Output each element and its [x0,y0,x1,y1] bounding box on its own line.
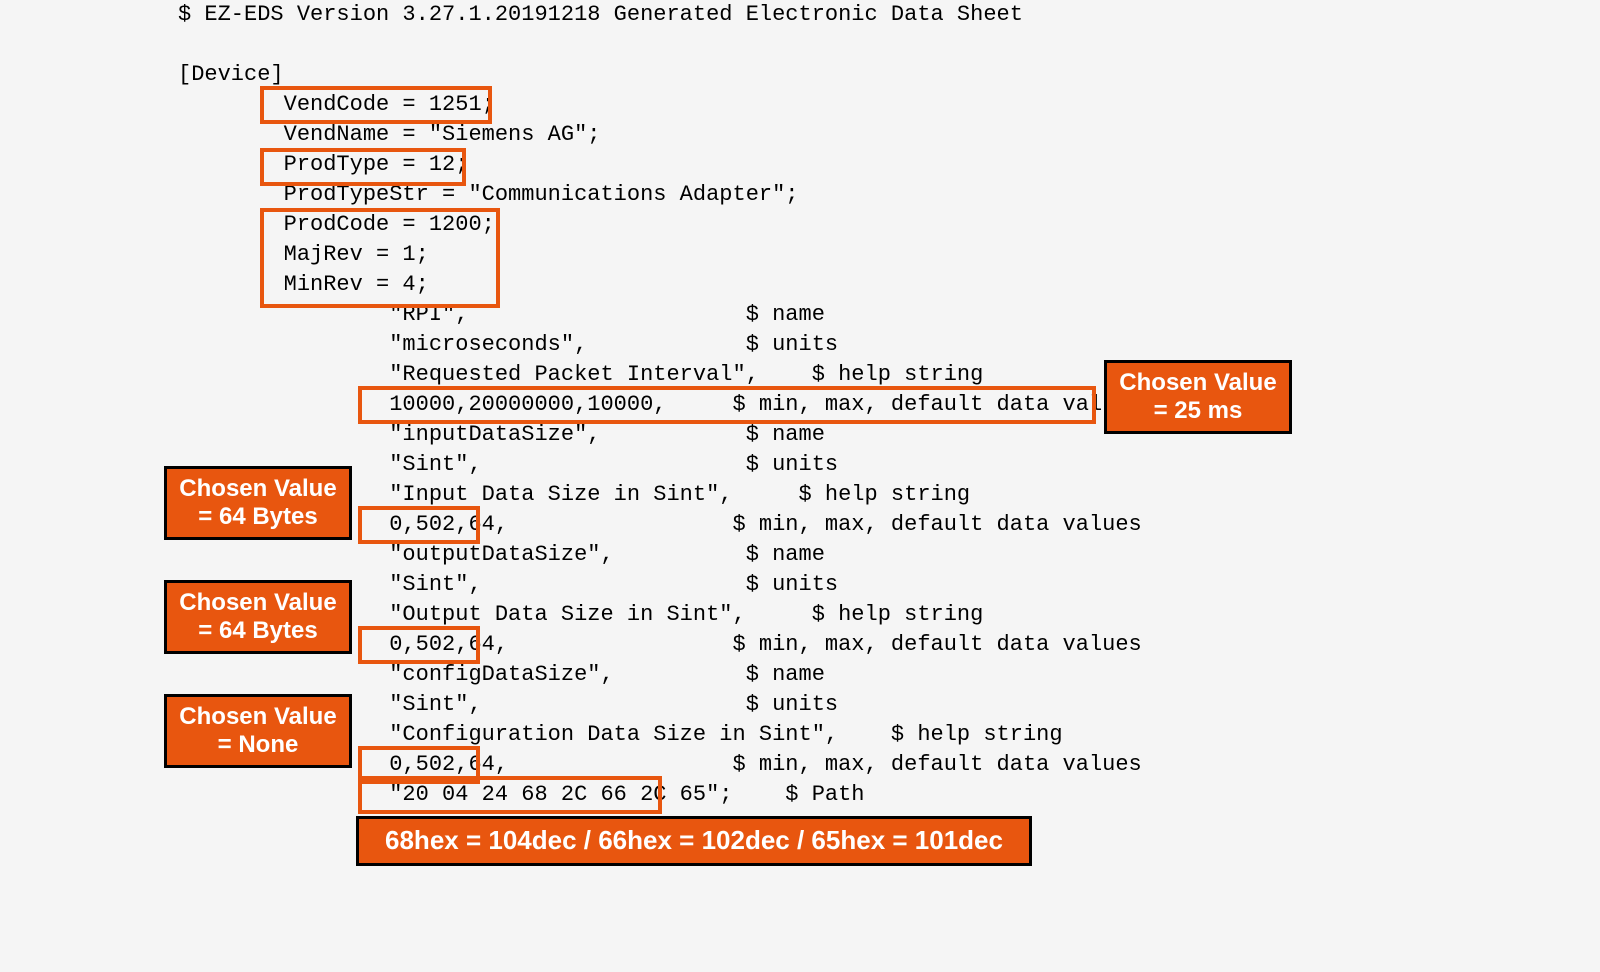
code-line-04: VendCode = 1251; [178,90,495,120]
page-root: $ EZ-EDS Version 3.27.1.20191218 Generat… [0,0,1600,972]
code-line-13: "Requested Packet Interval", $ help stri… [178,360,983,390]
code-line-15: "inputDataSize", $ name [178,420,825,450]
code-line-09: MajRev = 1; [178,240,429,270]
callout-hexdec: 68hex = 104dec / 66hex = 102dec / 65hex … [356,816,1032,866]
callout-input-line1: Chosen Value [179,475,336,503]
code-line-23: "configDataSize", $ name [178,660,825,690]
callout-input: Chosen Value = 64 Bytes [164,466,352,540]
code-line-27: "20 04 24 68 2C 66 2C 65"; $ Path [178,780,865,810]
code-line-08: ProdCode = 1200; [178,210,495,240]
code-line-11: "RPI", $ name [178,300,825,330]
code-line-07: ProdTypeStr = "Communications Adapter"; [178,180,799,210]
code-line-12: "microseconds", $ units [178,330,838,360]
callout-rpi-line1: Chosen Value [1119,369,1276,397]
callout-input-line2: = 64 Bytes [198,503,317,531]
code-line-01: $ EZ-EDS Version 3.27.1.20191218 Generat… [178,0,1023,30]
callout-config-line1: Chosen Value [179,703,336,731]
callout-hexdec-text: 68hex = 104dec / 66hex = 102dec / 65hex … [385,826,1003,856]
code-line-14: 10000,20000000,10000, $ min, max, defaul… [178,390,1142,420]
code-line-19: "outputDataSize", $ name [178,540,825,570]
callout-output: Chosen Value = 64 Bytes [164,580,352,654]
code-line-03: [Device] [178,60,284,90]
callout-config: Chosen Value = None [164,694,352,768]
code-line-06: ProdType = 12; [178,150,468,180]
callout-rpi: Chosen Value = 25 ms [1104,360,1292,434]
callout-rpi-line2: = 25 ms [1154,397,1243,425]
callout-output-line1: Chosen Value [179,589,336,617]
code-line-10: MinRev = 4; [178,270,429,300]
callout-config-line2: = None [218,731,299,759]
code-line-05: VendName = "Siemens AG"; [178,120,600,150]
callout-output-line2: = 64 Bytes [198,617,317,645]
